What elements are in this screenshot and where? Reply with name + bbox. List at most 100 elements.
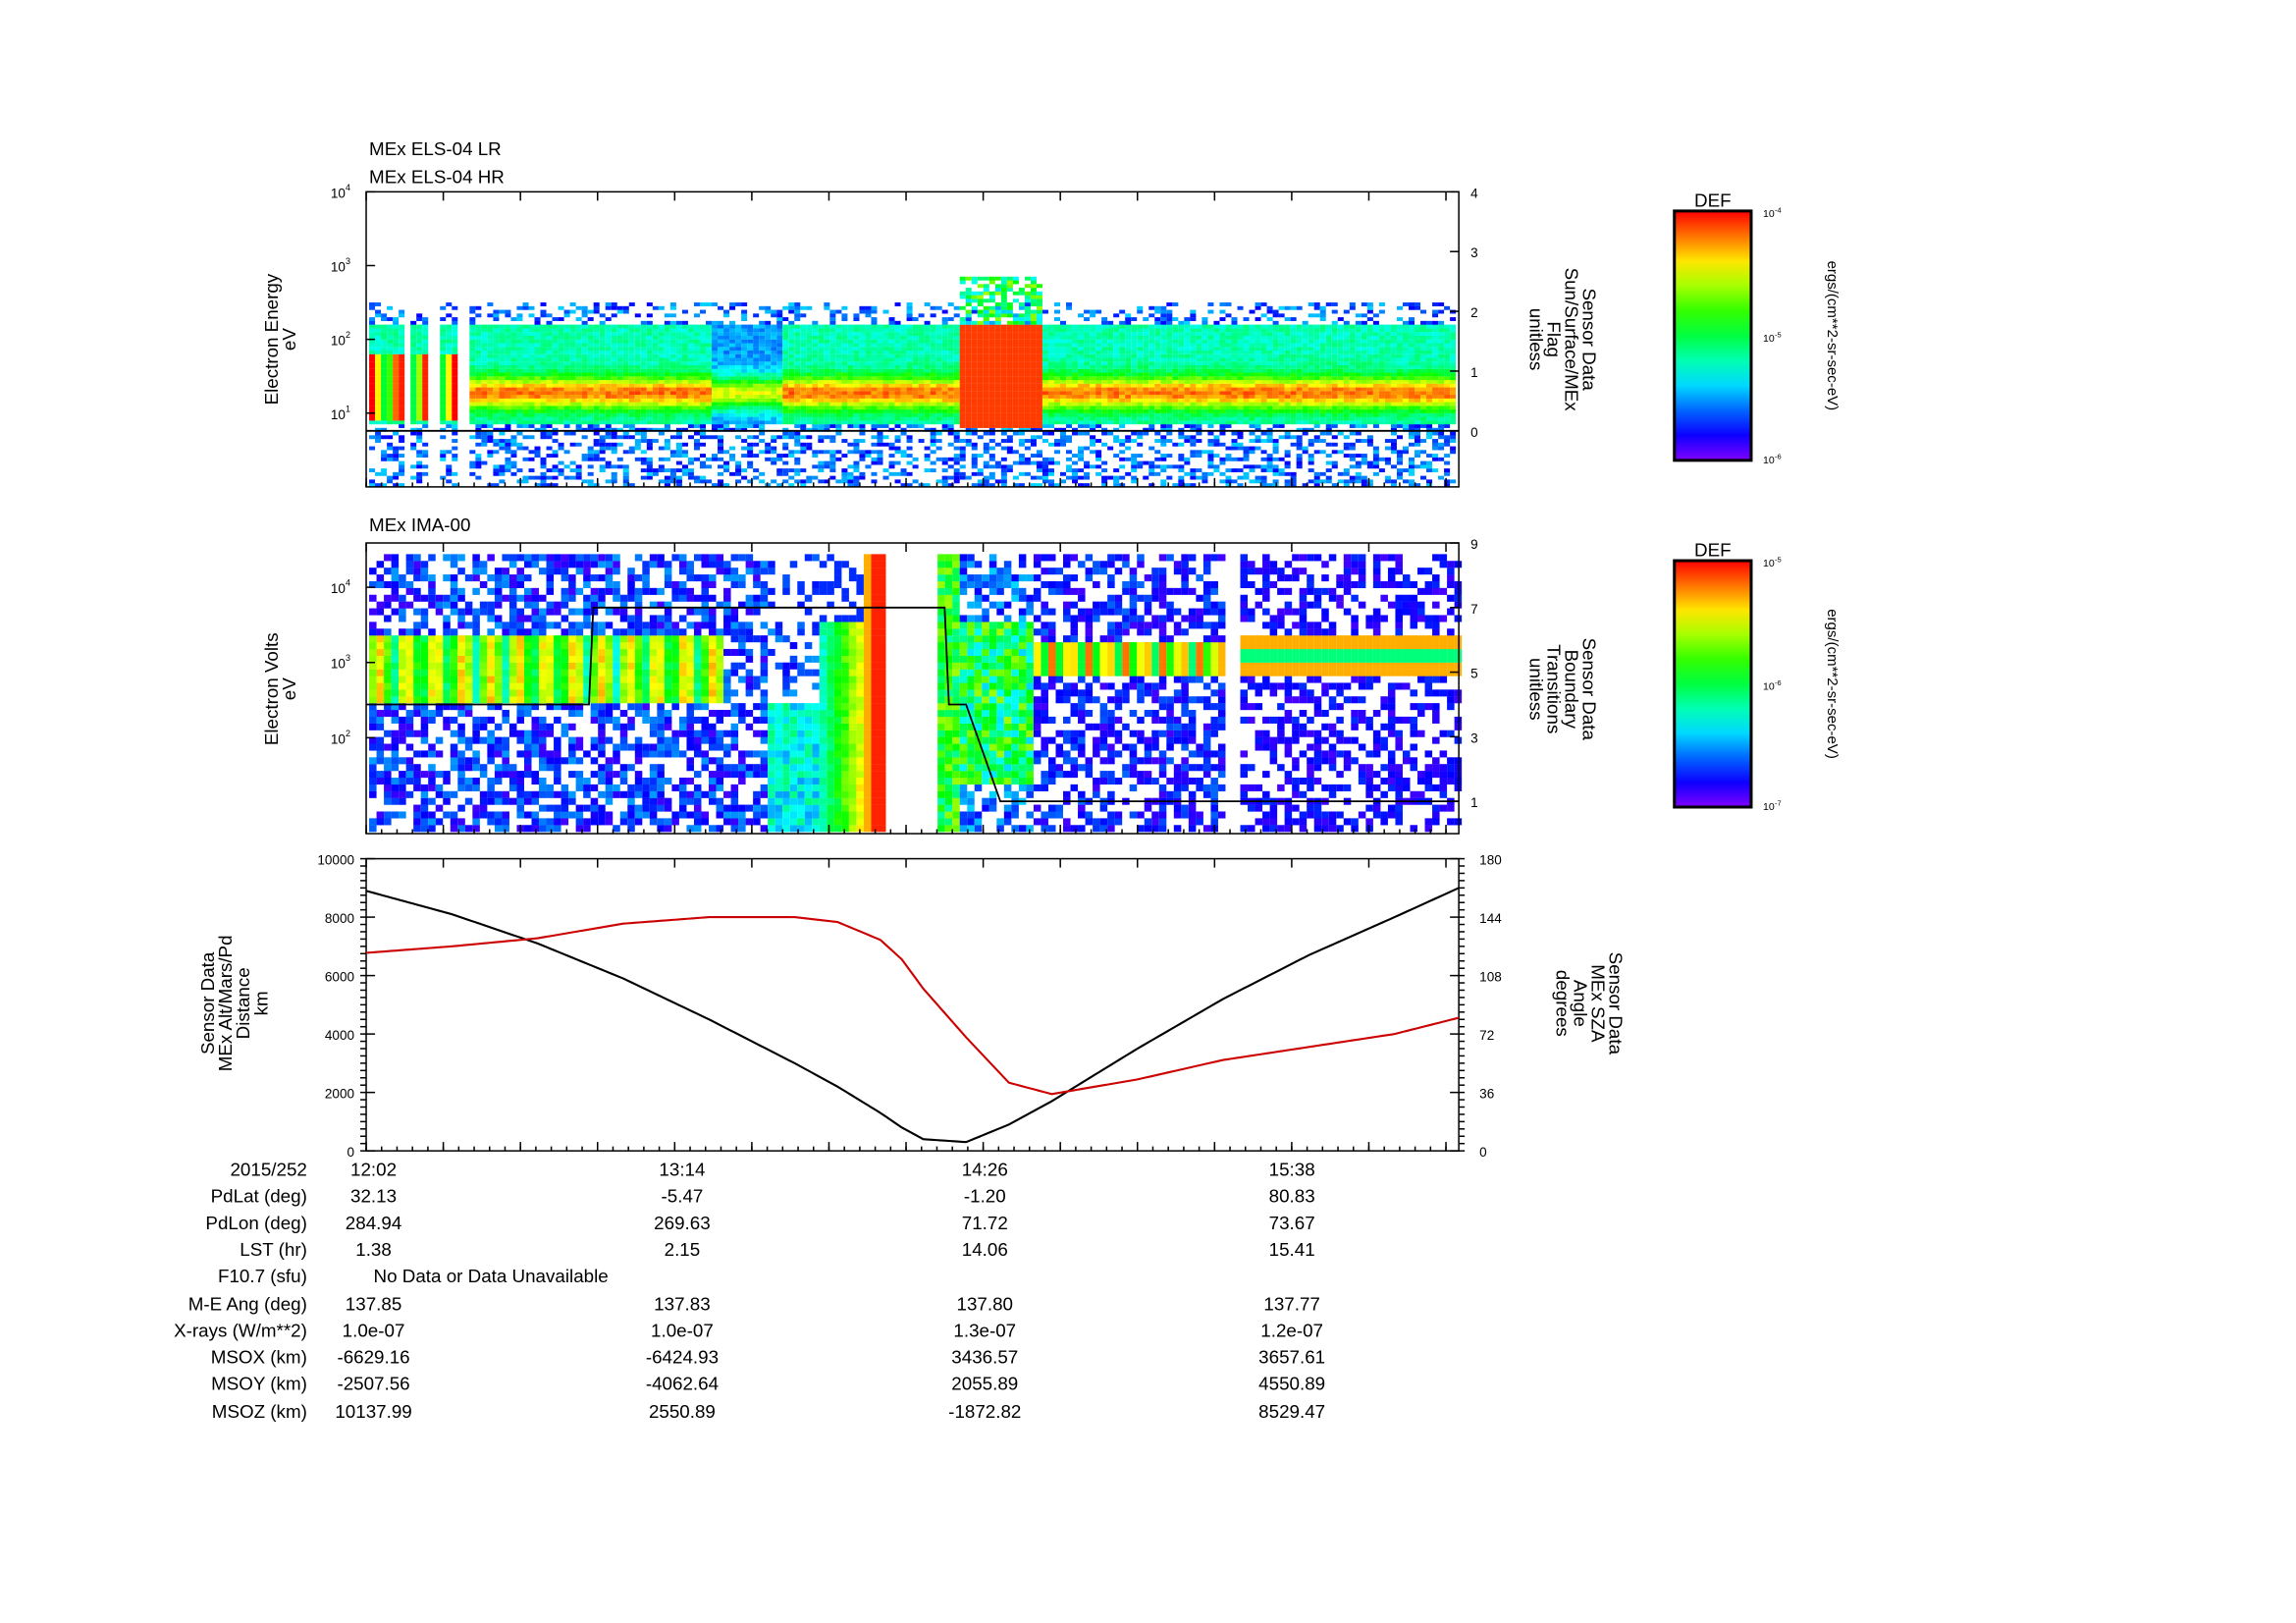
spectrogram-cell bbox=[1012, 320, 1019, 325]
spectrogram-cell bbox=[446, 328, 453, 333]
spectrogram-cell bbox=[1131, 420, 1138, 425]
spectrogram-cell bbox=[953, 416, 960, 421]
spectrogram-cell bbox=[1018, 372, 1025, 377]
spectrogram-cell bbox=[1012, 291, 1019, 296]
spectrogram-cell bbox=[410, 383, 417, 388]
spectrogram-cell bbox=[1000, 439, 1007, 443]
spectrogram-cell bbox=[587, 398, 594, 403]
spectrogram-cell bbox=[1148, 376, 1155, 381]
spectrogram-cell bbox=[410, 347, 417, 352]
spectrogram-cell bbox=[1018, 439, 1025, 443]
spectrogram-cell bbox=[1090, 339, 1096, 344]
spectrogram-cell bbox=[1012, 412, 1019, 417]
spectrogram-cell bbox=[593, 387, 600, 392]
spectrogram-cell bbox=[824, 361, 830, 366]
spectrogram-cell bbox=[469, 332, 476, 337]
spectrogram-cell bbox=[481, 391, 488, 396]
spectrogram-cell bbox=[628, 353, 635, 358]
spectrogram-cell bbox=[669, 468, 676, 473]
spectrogram-cell bbox=[546, 475, 553, 480]
spectrogram-cell bbox=[882, 372, 889, 377]
spectrogram-cell bbox=[1060, 332, 1067, 337]
spectrogram-cell bbox=[824, 383, 830, 388]
spectrogram-cell bbox=[505, 324, 511, 329]
spectrogram-cell bbox=[675, 479, 682, 484]
spectrogram-cells bbox=[369, 276, 1457, 488]
spectrogram-cell bbox=[558, 361, 564, 366]
spectrogram-cell bbox=[776, 332, 783, 337]
spectrogram-cell bbox=[977, 361, 984, 366]
spectrogram-cell bbox=[988, 387, 995, 392]
spectrogram-cell bbox=[930, 332, 936, 337]
spectrogram-cell bbox=[806, 305, 813, 310]
spectrogram-cell bbox=[505, 442, 511, 447]
spectrogram-cell bbox=[747, 372, 754, 377]
spectrogram-cell bbox=[687, 357, 694, 362]
spectrogram-cell bbox=[699, 332, 706, 337]
spectrogram-cell bbox=[988, 328, 995, 333]
spectrogram-cell bbox=[410, 442, 417, 447]
spectrogram-cell bbox=[616, 368, 623, 373]
spectrogram-cell bbox=[558, 409, 564, 413]
spectrogram-cell bbox=[628, 427, 635, 432]
spectrogram-cell bbox=[829, 468, 836, 473]
spectrogram-cell bbox=[1030, 313, 1037, 318]
spectrogram-cell bbox=[534, 324, 541, 329]
spectrogram-cell bbox=[469, 350, 476, 354]
spectrogram-cell bbox=[930, 353, 936, 358]
spectrogram-cell bbox=[381, 332, 388, 337]
spectrogram-cell bbox=[718, 391, 724, 396]
spectrogram-cell bbox=[930, 313, 936, 318]
spectrogram-cell bbox=[687, 376, 694, 381]
spectrogram-cell bbox=[718, 324, 724, 329]
spectrogram-cell bbox=[1107, 409, 1114, 413]
spectrogram-cell bbox=[900, 402, 907, 406]
spectrogram-cell bbox=[988, 439, 995, 443]
spectrogram-cell bbox=[1166, 328, 1173, 333]
spectrogram-cell bbox=[1000, 416, 1007, 421]
spectrogram-cell bbox=[912, 412, 919, 417]
spectrogram-cell bbox=[1036, 454, 1042, 458]
spectrogram-cell bbox=[522, 332, 529, 337]
spectrogram-cell bbox=[546, 313, 553, 318]
spectrogram-cell bbox=[1178, 379, 1185, 384]
spectrogram-cell bbox=[924, 320, 931, 325]
spectrogram-cell bbox=[1078, 368, 1085, 373]
spectrogram-cell bbox=[581, 387, 588, 392]
spectrogram-cell bbox=[381, 457, 388, 461]
spectrogram-cell bbox=[882, 420, 889, 425]
spectrogram-cell bbox=[1036, 483, 1042, 488]
spectrogram-cell bbox=[1137, 420, 1144, 425]
spectrogram-cell bbox=[558, 379, 564, 384]
spectrogram-cell bbox=[882, 409, 889, 413]
spectrogram-cell bbox=[687, 424, 694, 428]
spectrogram-cell bbox=[1178, 409, 1185, 413]
spectrogram-cell bbox=[888, 398, 895, 403]
spectrogram-cell bbox=[1036, 353, 1042, 358]
spectrogram-cell bbox=[393, 335, 400, 340]
spectrogram-cell bbox=[475, 350, 482, 354]
spectrogram-cell bbox=[1018, 364, 1025, 369]
spectrogram-cell bbox=[446, 412, 453, 417]
spectrogram-cell bbox=[788, 420, 795, 425]
spectrogram-cell bbox=[1018, 368, 1025, 373]
spectrogram-cell bbox=[988, 376, 995, 381]
spectrogram-cell bbox=[616, 361, 623, 366]
spectrogram-cell bbox=[1084, 406, 1091, 410]
spectrogram-cell bbox=[381, 376, 388, 381]
spectrogram-cell bbox=[534, 372, 541, 377]
spectrogram-cell bbox=[1000, 280, 1007, 285]
spectrogram-cell bbox=[1018, 402, 1025, 406]
spectrogram-cell bbox=[712, 332, 719, 337]
spectrogram-cell bbox=[877, 353, 883, 358]
spectrogram-cell bbox=[800, 361, 807, 366]
spectrogram-cell bbox=[393, 324, 400, 329]
spectrogram-cell bbox=[540, 483, 547, 488]
spectrogram-cell bbox=[1060, 339, 1067, 344]
spectrogram-cell bbox=[988, 406, 995, 410]
spectrogram-cell bbox=[1066, 450, 1073, 455]
spectrogram-cell bbox=[977, 387, 984, 392]
spectrogram-cell bbox=[906, 357, 913, 362]
spectrogram-cell bbox=[947, 332, 954, 337]
spectrogram-cell bbox=[953, 353, 960, 358]
